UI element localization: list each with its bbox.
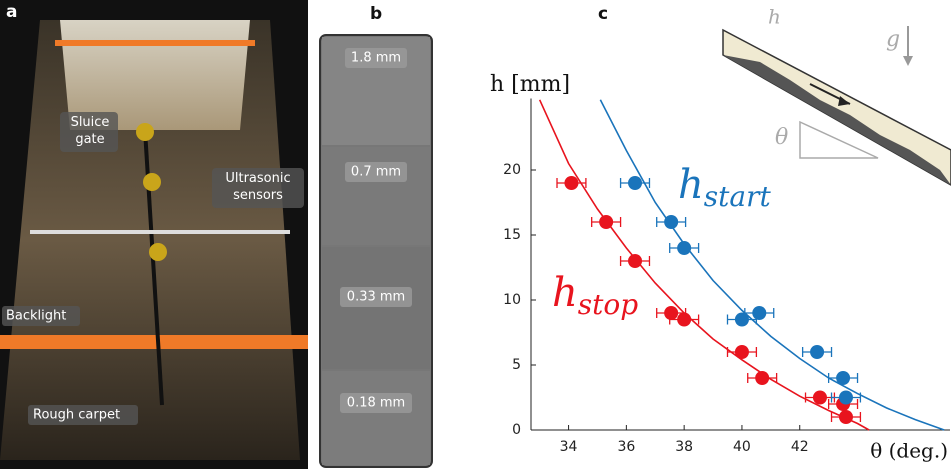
data-point [734,312,749,327]
series-label-sub: stop [578,288,638,321]
label-box: Ultrasonic sensors [225,171,291,203]
series-label-sub: start [704,180,772,213]
y-tick-label: 10 [503,292,521,308]
x-tick-label: 40 [733,439,751,455]
photo-label: Ultrasonic sensors [225,171,291,203]
series-label-main: h [552,270,578,316]
photo-label: Backlight [6,309,66,324]
series-label: hstart [678,162,771,213]
inset-diagram [722,26,951,186]
panel-label: b [370,4,382,24]
x-tick-label: 42 [791,439,809,455]
panel-label: a [6,2,17,22]
data-point [755,371,770,385]
inset-label: h [768,5,781,29]
series-label: hstop [552,270,638,321]
x-axis-label: θ (deg.) [870,439,948,463]
y-tick-label: 20 [503,162,521,178]
photo-a [0,0,308,469]
data-point [628,176,643,190]
y-tick-label: 5 [512,357,521,373]
photo-label: 0.33 mm [347,290,405,305]
series-label-main: h [678,162,704,208]
data-point [664,306,679,320]
data-point [664,215,679,229]
x-tick-label: 34 [560,439,578,455]
fit-curve [538,99,870,431]
photo-label: 0.7 mm [351,165,401,180]
data-point [836,371,851,385]
data-point [628,254,643,268]
photo-label: 1.8 mm [351,51,401,66]
data-point [734,345,749,359]
x-tick-label: 38 [675,439,693,455]
y-axis-label: h [mm] [490,72,570,97]
photo-label: 0.18 mm [347,396,405,411]
photo-label: Rough carpet [33,408,120,423]
photo-label: Sluice gate [70,115,110,147]
data-point [752,306,767,320]
fit-curve [599,99,945,431]
data-point [812,390,827,405]
data-point [810,345,825,359]
y-tick-label: 15 [503,227,521,243]
inset-label: θ [775,125,788,150]
inset-label: g [886,27,900,52]
data-point [838,410,853,424]
panel-label: c [598,4,608,24]
label-box: Sluice gate [70,115,110,147]
data-point [564,176,579,190]
data-point [599,215,614,229]
x-tick-label: 36 [617,439,635,455]
y-tick-label: 0 [512,422,521,438]
data-point [677,241,692,255]
photo-b [319,34,433,468]
data-point [838,390,853,405]
data-point [677,312,692,327]
